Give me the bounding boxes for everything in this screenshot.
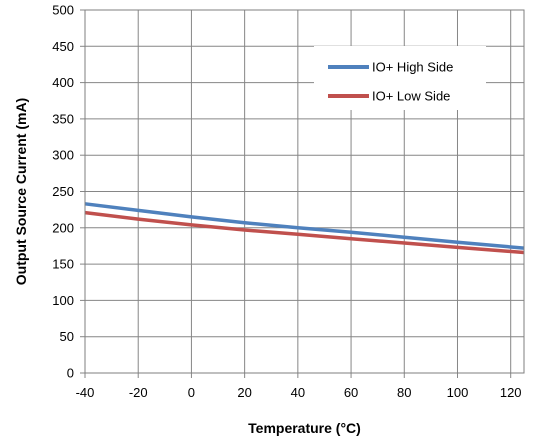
series-line-high-side — [84, 202, 525, 250]
x-tick-label: 100 — [447, 385, 469, 400]
series-group — [84, 202, 525, 255]
legend-label: IO+ Low Side — [372, 89, 450, 104]
x-tick-label: 60 — [344, 385, 358, 400]
y-tick-label: 450 — [52, 39, 74, 54]
x-tick-label: 0 — [188, 385, 195, 400]
y-tick-label: 50 — [60, 329, 74, 344]
x-tick-labels: -40 -20 0 20 40 60 80 100 120 — [76, 385, 522, 400]
y-tick-label: 150 — [52, 257, 74, 272]
legend-label: IO+ High Side — [372, 60, 453, 75]
y-tick-label: 250 — [52, 184, 74, 199]
y-tick-label: 300 — [52, 148, 74, 163]
x-tick-label: 40 — [291, 385, 305, 400]
legend-background — [314, 46, 486, 110]
y-axis-title: Output Source Current (mA) — [13, 98, 29, 285]
x-tick-label: -20 — [129, 385, 148, 400]
plot-frame — [84, 9, 525, 374]
y-tick-label: 400 — [52, 75, 74, 90]
x-tick-label: 120 — [500, 385, 522, 400]
y-tick-label: 0 — [67, 366, 74, 381]
x-tick-label: 20 — [237, 385, 251, 400]
y-tick-label: 500 — [52, 3, 74, 18]
y-tick-label: 200 — [52, 220, 74, 235]
x-tick-label: 80 — [397, 385, 411, 400]
y-tick-label: 100 — [52, 293, 74, 308]
y-tick-labels: 0 50 100 150 200 250 300 350 400 450 500 — [52, 3, 74, 381]
legend: IO+ High Side IO+ Low Side — [314, 46, 486, 110]
series-line-low-side — [84, 210, 525, 255]
x-axis-title: Temperature (°C) — [248, 420, 361, 436]
x-tick-label: -40 — [76, 385, 95, 400]
y-tick-label: 350 — [52, 111, 74, 126]
